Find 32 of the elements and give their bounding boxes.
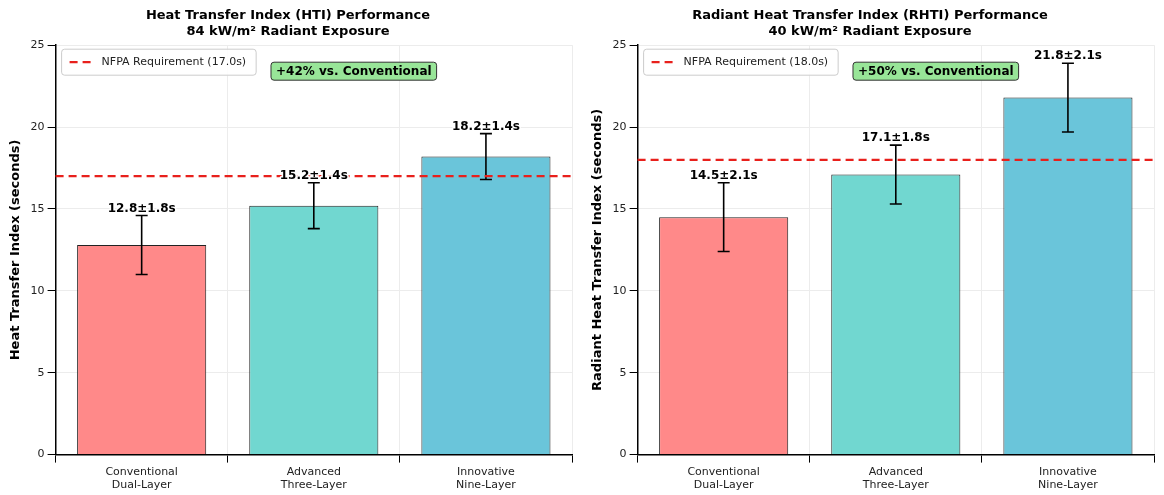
x-tick-label: Advanced Three-Layer xyxy=(279,465,348,492)
chart-title: Radiant Heat Transfer Index (RHTI) Performance 40 kW/m² Radiant Exposure xyxy=(692,7,1048,38)
y-tick-label: 25 xyxy=(612,38,627,52)
legend-label: NFPA Requirement (18.0s) xyxy=(683,55,829,69)
x-tick-label: Conventional Dual-Layer xyxy=(687,465,760,492)
y-tick-label: 15 xyxy=(30,201,45,215)
chart-title: Heat Transfer Index (HTI) Performance 84 kW/m² Radiant Exposure xyxy=(145,7,431,38)
x-tick-label: Conventional Dual-Layer xyxy=(105,465,178,492)
y-tick-label: 5 xyxy=(619,365,627,379)
data-label: 14.5±2.1s xyxy=(689,167,758,182)
legend-label: NFPA Requirement (17.0s) xyxy=(101,55,247,69)
x-tick-label: Innovative Nine-Layer xyxy=(456,465,517,492)
annotation: +50% vs. Conventional xyxy=(857,64,1014,79)
y-tick-label: 0 xyxy=(37,447,45,461)
y-tick-label: 25 xyxy=(30,38,45,52)
data-label: 21.8±2.1s xyxy=(1033,48,1102,63)
y-axis-title: Heat Transfer Index (seconds) xyxy=(7,139,23,361)
x-tick-label: Advanced Three-Layer xyxy=(861,465,930,492)
y-tick-label: 10 xyxy=(30,283,45,297)
data-label: 18.2±1.4s xyxy=(451,118,520,133)
y-tick-label: 20 xyxy=(612,119,627,133)
y-tick-label: 5 xyxy=(37,365,45,379)
data-label: 12.8±1.8s xyxy=(107,200,176,215)
x-tick-label: Innovative Nine-Layer xyxy=(1038,465,1099,492)
data-label: 15.2±1.4s xyxy=(279,167,348,182)
y-tick-label: 15 xyxy=(612,201,627,215)
y-tick-label: 20 xyxy=(30,119,45,133)
y-tick-label: 10 xyxy=(612,283,627,297)
data-label: 17.1±1.8s xyxy=(861,130,930,145)
y-axis-title: Radiant Heat Transfer Index (seconds) xyxy=(589,108,605,391)
y-tick-label: 0 xyxy=(619,447,627,461)
annotation: +42% vs. Conventional xyxy=(275,64,432,79)
